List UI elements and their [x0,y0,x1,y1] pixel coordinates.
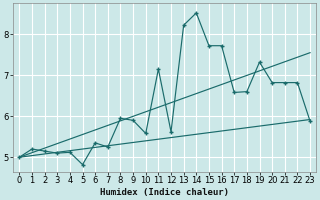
X-axis label: Humidex (Indice chaleur): Humidex (Indice chaleur) [100,188,229,197]
